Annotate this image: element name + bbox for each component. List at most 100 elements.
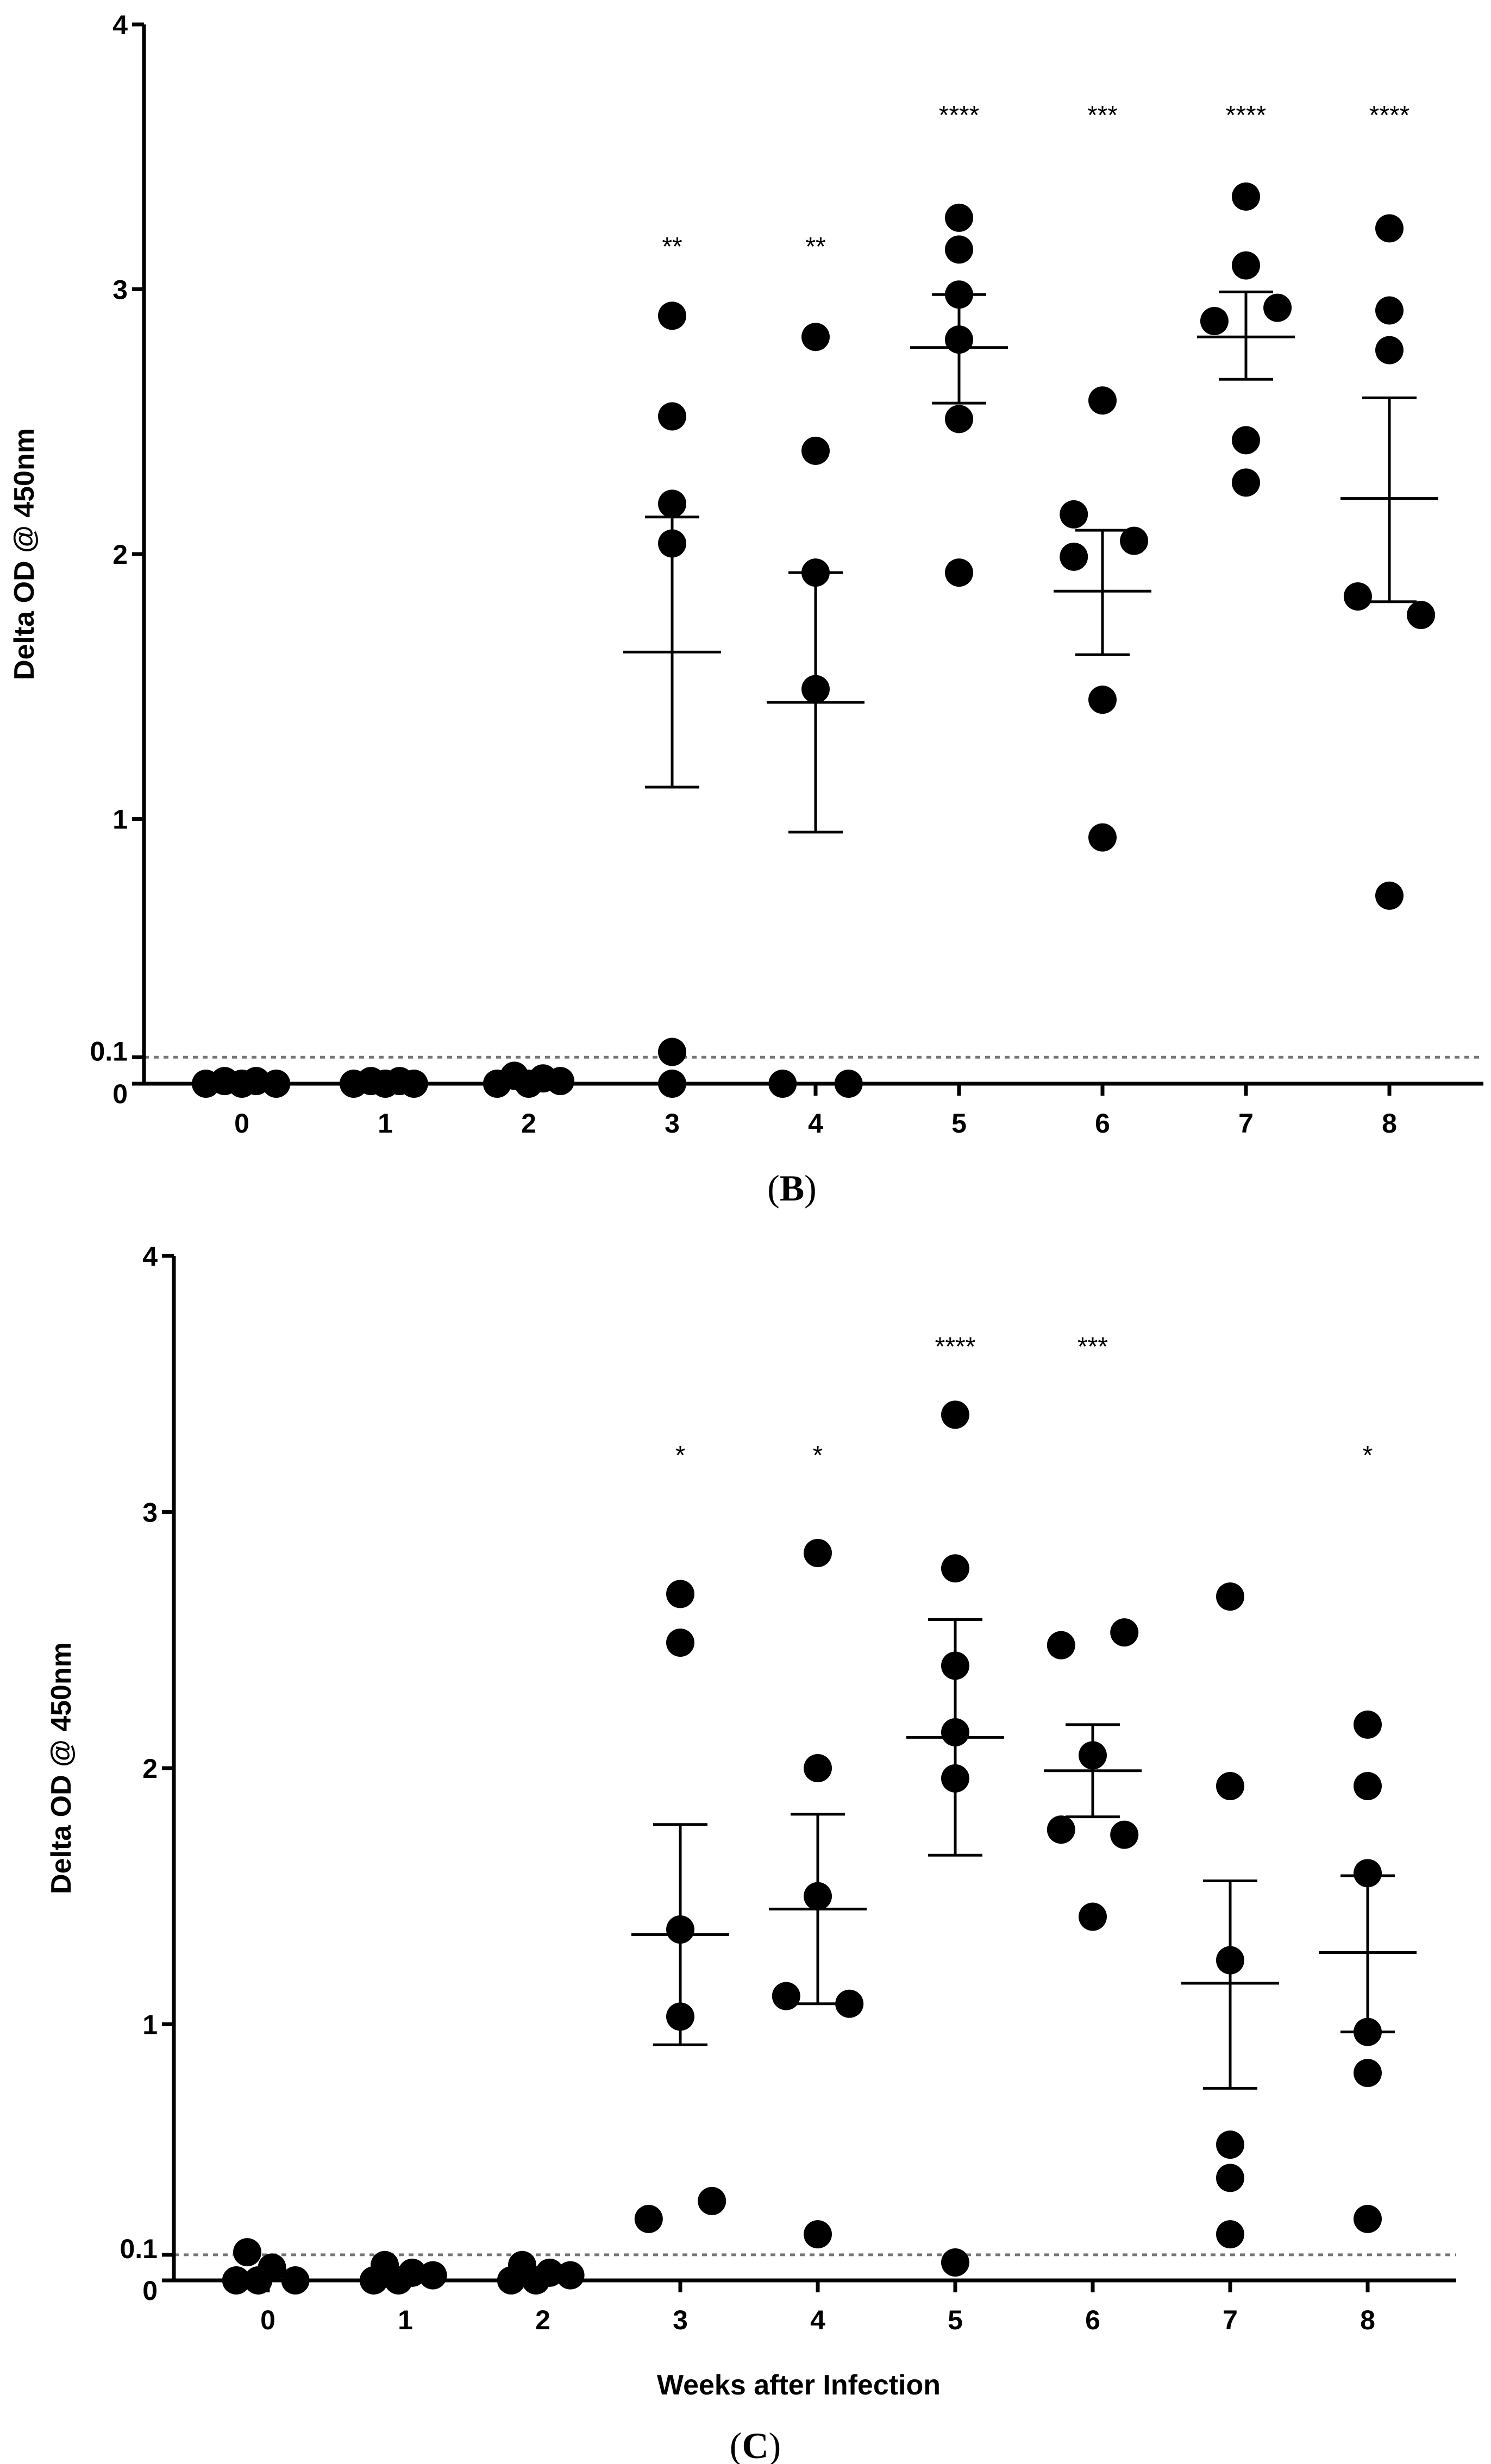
significance-label: **** xyxy=(935,1332,976,1361)
data-point xyxy=(281,2266,310,2295)
panel-letter: B xyxy=(780,1167,804,1209)
data-point xyxy=(658,402,686,431)
x-tick-label: 8 xyxy=(1382,1108,1397,1139)
data-point xyxy=(945,203,973,232)
data-point xyxy=(945,280,973,309)
data-point xyxy=(941,1400,969,1429)
data-point xyxy=(1354,1772,1382,1801)
data-point xyxy=(804,1754,832,1782)
data-point xyxy=(666,2002,694,2031)
y-tick-label: 4 xyxy=(142,1241,158,1272)
data-point xyxy=(834,1070,863,1098)
significance-label: **** xyxy=(1369,101,1410,130)
x-tick-label: 1 xyxy=(398,2305,413,2335)
data-point xyxy=(535,2258,564,2287)
data-point xyxy=(1354,2017,1382,2046)
data-point xyxy=(1079,1902,1107,1931)
x-tick-label: 3 xyxy=(673,2305,688,2335)
y-axis-title: Delta OD @ 450nm xyxy=(9,428,40,680)
y-tick-label: 4 xyxy=(112,10,128,40)
x-axis-title: Weeks after Infection xyxy=(657,2369,941,2401)
data-point xyxy=(1375,336,1404,364)
y-tick-label: 1 xyxy=(142,2010,158,2040)
data-point xyxy=(772,1982,800,2010)
data-point xyxy=(1407,601,1436,630)
data-point xyxy=(418,2261,447,2290)
significance-label: * xyxy=(1363,1441,1373,1470)
data-point xyxy=(666,1915,694,1944)
data-point xyxy=(1375,214,1404,243)
x-tick-label: 2 xyxy=(535,2305,550,2335)
data-point xyxy=(634,2204,663,2233)
data-point xyxy=(835,1989,864,2018)
data-point xyxy=(658,1038,686,1066)
x-tick-label: 7 xyxy=(1223,2305,1238,2335)
data-point xyxy=(1088,823,1117,852)
data-point xyxy=(1110,1618,1139,1647)
data-point xyxy=(1216,1946,1244,1975)
y-tick-label: 0 xyxy=(142,2276,158,2306)
x-tick-label: 6 xyxy=(1095,1108,1110,1139)
data-point xyxy=(1088,686,1117,714)
data-point xyxy=(1216,2164,1244,2192)
data-point xyxy=(945,558,973,587)
data-point xyxy=(941,1718,969,1746)
data-point xyxy=(1263,293,1292,322)
x-tick-label: 0 xyxy=(234,1108,249,1139)
significance-label: *** xyxy=(1077,1332,1108,1361)
y-tick-label: 3 xyxy=(112,275,128,305)
data-point xyxy=(801,675,830,703)
significance-label: **** xyxy=(939,101,980,130)
data-point xyxy=(945,235,973,264)
significance-label: **** xyxy=(1226,101,1267,130)
data-point xyxy=(1110,1820,1139,1849)
data-point xyxy=(1375,881,1404,910)
data-point xyxy=(1060,542,1088,571)
data-point xyxy=(258,2253,286,2282)
data-point xyxy=(666,1628,694,1657)
data-point xyxy=(222,2266,250,2295)
y-tick-label: 0.1 xyxy=(120,2234,158,2264)
y-tick-label: 2 xyxy=(112,539,128,570)
data-point xyxy=(233,2238,262,2267)
data-point xyxy=(941,1764,969,1793)
data-point xyxy=(1120,526,1149,555)
data-point xyxy=(1232,182,1260,211)
data-point xyxy=(1354,1710,1382,1739)
data-point xyxy=(801,323,830,351)
x-tick-label: 4 xyxy=(808,1108,823,1139)
data-point xyxy=(658,489,686,518)
data-point xyxy=(658,529,686,558)
data-point xyxy=(1354,1859,1382,1888)
data-point xyxy=(262,1070,291,1098)
data-point xyxy=(1216,2220,1244,2249)
data-point xyxy=(941,1554,969,1583)
x-tick-label: 7 xyxy=(1238,1108,1254,1139)
data-point xyxy=(945,325,973,354)
significance-label: * xyxy=(675,1441,686,1470)
x-tick-label: 5 xyxy=(951,1108,967,1139)
x-tick-label: 2 xyxy=(521,1108,536,1139)
significance-label: ** xyxy=(662,232,682,261)
data-point xyxy=(556,2261,585,2290)
data-point xyxy=(941,1651,969,1680)
significance-label: ** xyxy=(805,232,825,261)
data-point xyxy=(398,2258,427,2287)
data-point xyxy=(1375,296,1404,325)
data-point xyxy=(1200,307,1229,335)
y-tick-label: 1 xyxy=(112,804,128,835)
data-point xyxy=(801,558,830,587)
x-tick-label: 8 xyxy=(1360,2305,1375,2335)
data-point xyxy=(941,2248,969,2277)
data-point xyxy=(1047,1631,1075,1660)
data-point xyxy=(1232,426,1260,455)
x-tick-label: 1 xyxy=(378,1108,393,1139)
data-point xyxy=(666,1580,694,1608)
data-point xyxy=(1354,2059,1382,2088)
data-point xyxy=(1354,2204,1382,2233)
data-point xyxy=(801,436,830,465)
significance-label: *** xyxy=(1087,101,1118,130)
data-point xyxy=(1232,251,1260,280)
